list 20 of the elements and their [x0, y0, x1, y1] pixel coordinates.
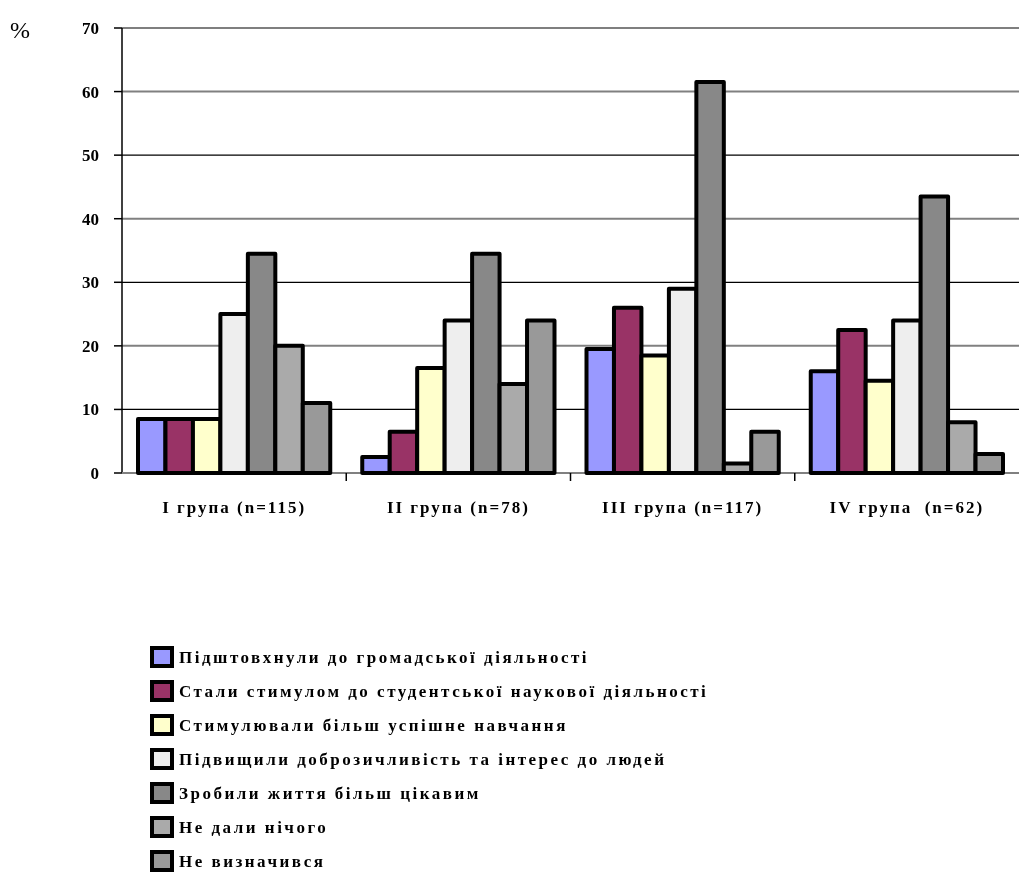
- legend-label: Зробили життя більш цікавим: [179, 783, 481, 803]
- y-tick-label: 70: [82, 18, 99, 38]
- y-tick-label: 30: [82, 273, 99, 293]
- y-tick-label: 10: [82, 400, 99, 420]
- x-tick-label: I група (n=115): [162, 498, 307, 517]
- y-tick-label: 20: [82, 336, 99, 356]
- legend-label: Не визначився: [179, 851, 326, 871]
- legend-label: Підштовхнули до громадської діяльності: [179, 647, 590, 667]
- legend-label: Стали стимулом до студентської наукової діяльності: [179, 681, 709, 701]
- legend-label: Підвищили доброзичливість та інтерес до людей: [179, 749, 667, 769]
- y-tick-label: 60: [82, 82, 99, 102]
- y-tick-label: 50: [82, 146, 99, 166]
- x-tick-label: III група (n=117): [602, 498, 764, 517]
- y-tick-label: 0: [90, 463, 99, 483]
- legend-label: Не дали нічого: [179, 817, 329, 837]
- y-tick-label: 40: [82, 209, 99, 229]
- legend-label: Стимулювали більш успішне навчання: [179, 715, 568, 735]
- x-tick-label: IV група (n=62): [829, 498, 985, 517]
- x-tick-label: II група (n=78): [386, 498, 530, 517]
- y-axis-title: %: [10, 17, 30, 43]
